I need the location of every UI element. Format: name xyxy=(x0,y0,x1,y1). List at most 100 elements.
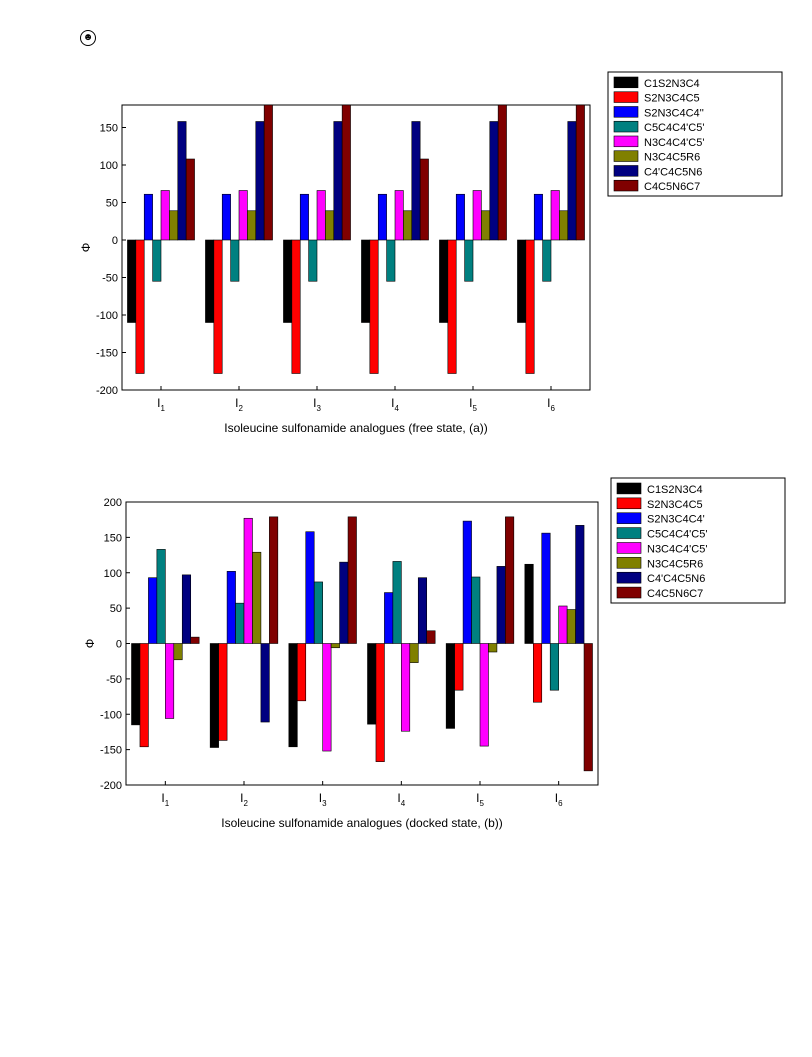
bar xyxy=(533,193,543,241)
y-tick-label: 100 xyxy=(100,160,118,172)
legend-label: C4'C4C5N6 xyxy=(647,573,705,585)
legend-label: S2N3C4C5 xyxy=(647,499,703,511)
legend-label: C5C4C4'C5' xyxy=(647,529,707,541)
bar xyxy=(532,643,543,703)
bar xyxy=(575,104,585,241)
y-axis-label: Φ xyxy=(83,639,97,649)
bar xyxy=(559,210,569,241)
legend-swatch xyxy=(613,76,639,89)
x-tick-label: I1 xyxy=(161,791,169,808)
y-tick-label: 200 xyxy=(104,497,122,509)
bar xyxy=(575,525,585,644)
legend-swatch xyxy=(613,179,639,192)
bar xyxy=(439,239,449,323)
x-tick-label: I3 xyxy=(313,396,321,413)
bar xyxy=(313,581,323,644)
bar xyxy=(316,190,326,241)
bar xyxy=(333,121,343,241)
bar xyxy=(375,643,385,762)
legend-label: C4C5N6C7 xyxy=(644,181,700,193)
x-tick-label: I6 xyxy=(555,791,563,808)
bar xyxy=(489,121,499,241)
y-tick-label: 150 xyxy=(100,123,118,135)
bar xyxy=(550,190,560,241)
bar xyxy=(213,239,223,374)
bar xyxy=(252,551,262,644)
x-axis-label: Isoleucine sulfonamide analogues (free s… xyxy=(224,421,487,435)
bar xyxy=(462,520,472,644)
legend-swatch xyxy=(613,165,639,177)
legend: C1S2N3C4 S2N3C4C5 S2N3C4C4'' C5C4C4'C5' N3C4… xyxy=(607,71,783,197)
legend-label: C5C4C4'C5' xyxy=(644,122,704,134)
y-tick-label: -100 xyxy=(96,310,118,322)
legend-label: N3C4C5R6 xyxy=(644,152,700,164)
y-tick-label: -150 xyxy=(96,348,118,360)
bar xyxy=(260,643,270,723)
bar xyxy=(226,571,236,644)
bar xyxy=(296,643,307,702)
x-tick-label: I6 xyxy=(547,396,555,413)
bar xyxy=(497,104,507,241)
x-tick-label: I4 xyxy=(397,791,405,808)
legend-swatch xyxy=(613,120,639,133)
legend-label: S2N3C4C4'' xyxy=(644,107,704,119)
y-tick-label: 50 xyxy=(110,603,122,615)
bar xyxy=(230,239,240,282)
y-tick-label: -200 xyxy=(96,385,118,397)
bar xyxy=(156,549,166,644)
bar xyxy=(288,643,298,748)
bar xyxy=(339,561,349,644)
bar xyxy=(299,193,309,241)
legend-label: C4C5N6C7 xyxy=(647,588,703,600)
bar xyxy=(322,643,332,752)
x-tick-label: I2 xyxy=(240,791,248,808)
bar xyxy=(177,121,187,241)
bar xyxy=(341,104,351,241)
bar xyxy=(549,643,559,691)
legend-swatch xyxy=(616,482,642,495)
bar xyxy=(524,563,534,644)
bar xyxy=(247,210,257,241)
legend: C1S2N3C4 S2N3C4C5 S2N3C4C4' C5C4C4'C5' N3C4C… xyxy=(610,477,786,604)
bar xyxy=(377,193,387,241)
legend-swatch xyxy=(616,527,642,539)
bar xyxy=(139,643,149,748)
legend-label: C4'C4C5N6 xyxy=(644,166,702,178)
bar xyxy=(496,566,506,644)
bar xyxy=(488,643,498,653)
y-tick-label: -50 xyxy=(106,674,122,686)
bar xyxy=(426,630,436,644)
bar xyxy=(243,517,253,644)
bar xyxy=(173,643,183,661)
x-tick-label: I5 xyxy=(469,396,477,413)
bar xyxy=(131,643,141,726)
x-tick-label: I5 xyxy=(476,791,484,808)
bar xyxy=(472,190,482,241)
bar xyxy=(308,239,318,282)
bar xyxy=(558,605,568,644)
bar xyxy=(369,239,379,374)
bar xyxy=(386,239,396,282)
bar xyxy=(209,643,219,748)
bar xyxy=(283,239,293,323)
legend-swatch xyxy=(616,557,642,569)
bar xyxy=(384,592,394,644)
bar xyxy=(238,190,248,241)
legend-swatch xyxy=(616,512,642,524)
bar xyxy=(566,609,576,644)
x-tick-label: I3 xyxy=(319,791,327,808)
legend-label: C1S2N3C4 xyxy=(647,484,703,496)
y-axis-label: Φ xyxy=(79,243,93,253)
bar xyxy=(181,574,192,644)
bar xyxy=(583,643,593,772)
corner-icon: ☻ xyxy=(80,30,96,46)
bar xyxy=(190,636,200,644)
bar xyxy=(525,239,535,374)
bar xyxy=(394,190,404,241)
chart-free-state: -200 -150 -100 -50 0 50 100 150 Φ I1 I2 I3 I4 I5 I6 Iso… xyxy=(79,71,783,435)
x-tick-label: I1 xyxy=(157,396,165,413)
bar xyxy=(291,239,301,374)
bar xyxy=(471,576,481,644)
x-axis-label: Isoleucine sulfonamide analogues (docked… xyxy=(221,816,503,830)
bar xyxy=(325,210,335,241)
